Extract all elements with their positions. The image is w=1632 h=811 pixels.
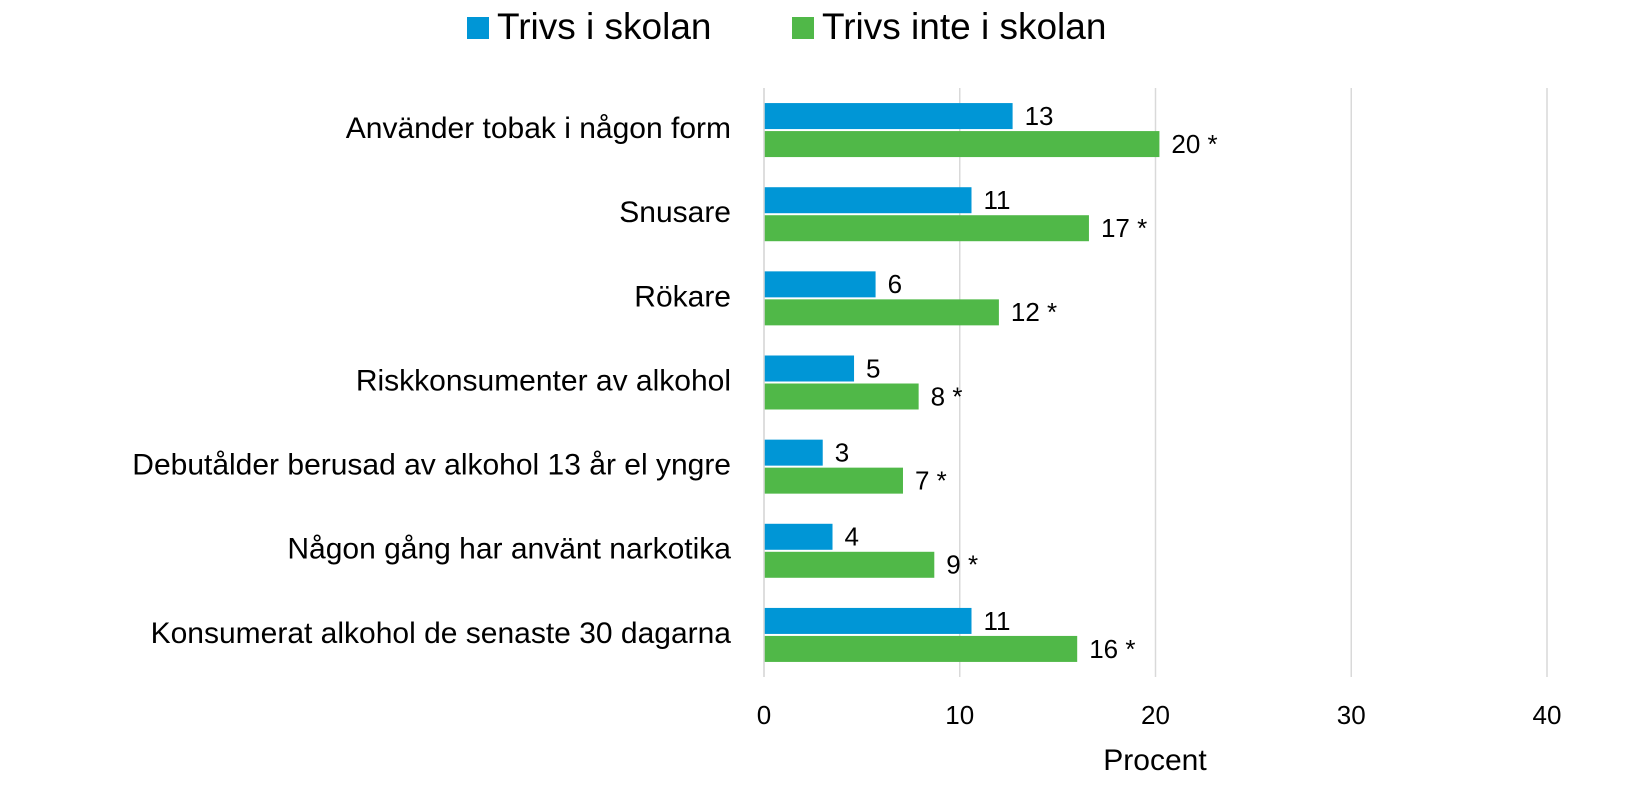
bar [764, 103, 1013, 130]
x-tick-label: 30 [1337, 700, 1366, 730]
bar [764, 523, 833, 550]
data-label: 11 [983, 606, 1010, 636]
bar [764, 187, 972, 214]
y-tick-label: Använder tobak i någon form [346, 112, 731, 145]
bar [764, 467, 903, 494]
x-tick-label: 0 [757, 700, 771, 730]
bar [764, 215, 1089, 242]
y-tick-label: Rökare [634, 280, 731, 313]
data-label: 13 [1025, 101, 1054, 131]
bar [764, 271, 876, 298]
x-tick-label: 40 [1533, 700, 1562, 730]
y-tick-label: Konsumerat alkohol de senaste 30 dagarna [151, 617, 732, 650]
bar [764, 551, 935, 578]
data-label: 5 [866, 353, 880, 383]
y-tick-label: Snusare [619, 196, 731, 229]
bar [764, 607, 972, 634]
data-label: 8 * [931, 381, 963, 411]
legend-label: Trivs i skolan [497, 6, 712, 47]
legend-swatch [467, 17, 489, 39]
legend-swatch [792, 17, 814, 39]
legend-label: Trivs inte i skolan [822, 6, 1106, 47]
bar [764, 439, 823, 466]
data-label: 16 * [1089, 634, 1135, 664]
data-label: 3 [835, 438, 849, 468]
x-tick-label: 20 [1141, 700, 1170, 730]
bar [764, 299, 999, 326]
data-label: 6 [888, 269, 902, 299]
data-label: 17 * [1101, 213, 1147, 243]
x-tick-label: 10 [945, 700, 974, 730]
x-axis-label: Procent [1103, 744, 1207, 777]
bar [764, 131, 1160, 158]
y-tick-label: Någon gång har använt narkotika [287, 533, 731, 566]
bar [764, 383, 919, 410]
data-label: 12 * [1011, 297, 1057, 327]
data-label: 20 * [1171, 129, 1217, 159]
data-label: 7 * [915, 466, 947, 496]
y-tick-label: Debutålder berusad av alkohol 13 år el y… [132, 449, 731, 482]
data-label: 9 * [946, 550, 978, 580]
data-label: 11 [983, 185, 1010, 215]
data-label: 4 [845, 522, 859, 552]
bar [764, 635, 1078, 662]
bar [764, 355, 855, 382]
y-tick-label: Riskkonsumenter av alkohol [356, 364, 731, 397]
